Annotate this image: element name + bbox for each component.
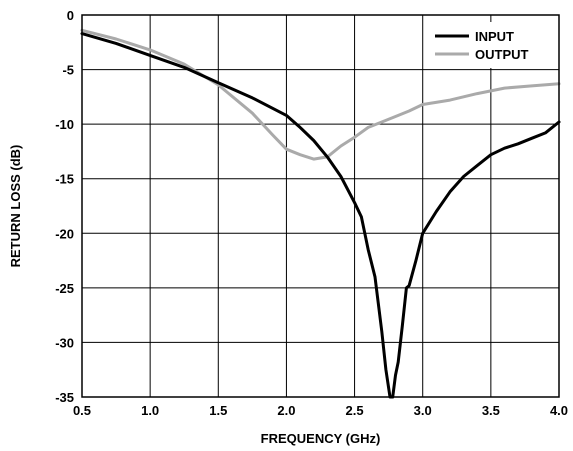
x-tick-label: 4.0	[550, 403, 568, 418]
legend-label-output: OUTPUT	[475, 47, 529, 62]
x-tick-label: 2.5	[346, 403, 364, 418]
y-axis-title: RETURN LOSS (dB)	[8, 145, 23, 268]
legend-label-input: INPUT	[475, 29, 514, 44]
y-tick-label: -20	[55, 226, 74, 241]
y-tick-label: -35	[55, 390, 74, 405]
grid	[81, 14, 560, 398]
x-axis-title: FREQUENCY (GHz)	[261, 431, 381, 446]
x-tick-label: 1.0	[141, 403, 159, 418]
y-tick-label: -25	[55, 281, 74, 296]
x-tick-label: 3.0	[414, 403, 432, 418]
y-tick-label: -15	[55, 172, 74, 187]
y-tick-label: -10	[55, 117, 74, 132]
x-tick-label: 0.5	[73, 403, 91, 418]
tick-labels: 0.5 1.0 1.5 2.0 2.5 3.0 3.5 4.0 0 -5 -10 -15 -20 -25 -…	[55, 8, 568, 418]
x-tick-label: 2.0	[277, 403, 295, 418]
y-tick-label: 0	[67, 8, 74, 23]
y-tick-label: -30	[55, 335, 74, 350]
y-tick-label: -5	[62, 63, 74, 78]
legend-background	[429, 22, 554, 68]
plot-frame	[81, 14, 560, 398]
x-tick-label: 1.5	[209, 403, 227, 418]
x-tick-label: 3.5	[482, 403, 500, 418]
legend: INPUT OUTPUT	[429, 22, 554, 68]
